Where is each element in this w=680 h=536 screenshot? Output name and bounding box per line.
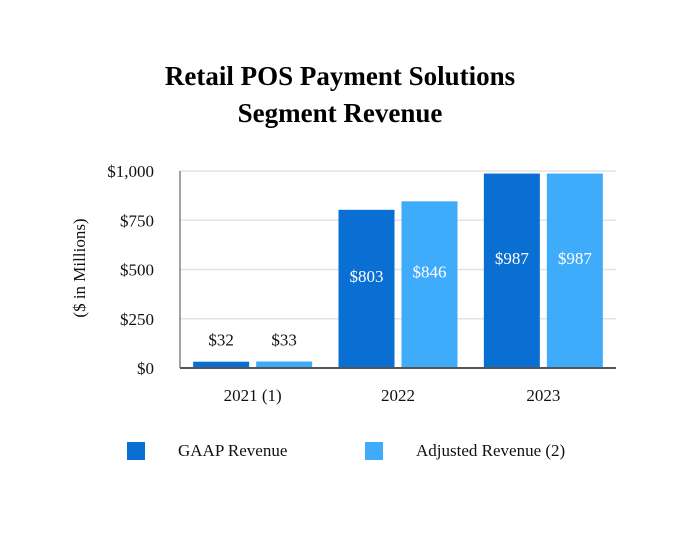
data-label: $987 xyxy=(495,249,530,268)
legend-item-gaap: GAAP Revenue xyxy=(127,440,287,462)
data-label: $987 xyxy=(558,249,593,268)
bars: $32 $33 $803 $846 $987 $987 xyxy=(193,173,603,368)
legend-swatch-gaap xyxy=(127,442,145,460)
axes: $0 $250 $500 $750 $1,000 2021 (1) 2022 2023 xyxy=(107,162,616,405)
x-tick-label: 2022 xyxy=(381,386,415,405)
legend-label-adjusted: Adjusted Revenue (2) xyxy=(416,441,566,460)
x-tick-label: 2023 xyxy=(526,386,560,405)
data-label: $803 xyxy=(350,267,384,286)
bar-adjusted xyxy=(401,201,458,368)
gridlines xyxy=(180,170,616,320)
chart-subtitle: Segment Revenue xyxy=(237,98,443,128)
y-tick-label: $1,000 xyxy=(107,162,154,181)
data-label: $32 xyxy=(208,331,234,350)
y-axis-label: ($ in Millions) xyxy=(70,218,89,317)
chart-title: Retail POS Payment Solutions xyxy=(164,61,516,91)
bar-adjusted xyxy=(546,173,603,368)
y-tick-label: $0 xyxy=(137,359,154,378)
legend-label-gaap: GAAP Revenue xyxy=(178,441,288,460)
y-tick-label: $750 xyxy=(120,211,154,230)
bar-adjusted xyxy=(256,361,313,368)
y-tick-label: $500 xyxy=(120,261,154,280)
bar-gaap xyxy=(338,209,395,368)
y-tick-label: $250 xyxy=(120,310,154,329)
x-tick-label: 2021 (1) xyxy=(224,386,282,405)
data-label: $33 xyxy=(271,330,297,349)
bar-gaap xyxy=(483,173,540,368)
legend-swatch-adjusted xyxy=(365,442,383,460)
legend-item-adjusted: Adjusted Revenue (2) xyxy=(365,440,565,462)
data-label: $846 xyxy=(413,263,447,282)
bar-gaap xyxy=(193,361,250,368)
